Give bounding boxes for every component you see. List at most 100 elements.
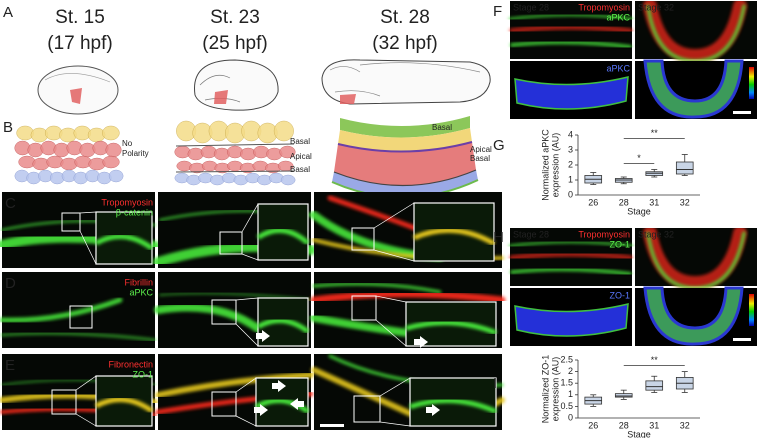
schematic-label: Basal [432,123,452,132]
significance-label: * [637,153,641,163]
roi [211,391,237,417]
stain-label: Tropomyosin [578,2,630,12]
intensity-map [514,76,629,110]
panel-label: I [493,375,497,392]
inset-signal [94,397,154,414]
panel-label: E [5,357,15,374]
zoom-line [79,230,97,265]
inset-signal [256,228,310,246]
stage-hpf: (17 hpf) [47,33,112,54]
signal [508,13,634,21]
signal [0,297,123,323]
cell [273,120,294,142]
signal [643,0,747,64]
x-axis-label: Stage [627,429,651,438]
roi [351,227,375,251]
stage-title: St. 15 [55,7,105,28]
y-axis-label: Normalized ZO-1 [540,355,550,424]
membrane [337,141,473,153]
roi [61,212,81,232]
schematic-label: Polarity [122,149,149,158]
significance-label: ** [651,128,659,138]
signal [327,195,423,233]
inset-signal [94,234,154,251]
intensity-map [643,59,744,119]
inset-signal [256,318,310,334]
stage-label: Stage 32 [638,2,674,12]
zoom-line [235,297,259,301]
zoom-line [379,421,411,427]
signal [510,40,632,49]
zoom-line [79,211,97,214]
inset-signal [405,320,497,336]
x-axis-label: Stage [627,206,651,216]
stain-label: aPKC [129,287,153,297]
intensity-map [514,303,629,337]
roi [211,299,237,325]
roi [51,389,77,415]
y-tick-label: 0 [568,189,573,199]
stage-label: Stage 28 [513,229,549,239]
images [0,0,757,430]
membrane [175,170,295,173]
y-axis-label: Normalized aPKC [540,129,550,201]
y-tick-label: 2.5 [560,354,573,364]
arrow [414,336,428,348]
panel-label: A [3,4,13,21]
arrow [256,330,270,342]
ribbon [332,170,478,197]
zoom-line [75,413,97,427]
y-tick-label: 3 [568,144,573,154]
stain-label: β-catenin [116,207,153,217]
embryo-region [340,94,356,104]
zoom-line [241,253,259,261]
stain-label: Fibrillin [124,277,153,287]
roi [351,295,377,321]
embryo [194,59,279,111]
signal [508,240,634,248]
stain-label: Fibronectin [108,359,153,369]
arrow [290,398,304,410]
signal [154,303,264,334]
y-tick-label: 1.5 [560,378,573,388]
stain-label: aPKC [606,12,630,22]
embryo [321,59,491,105]
panel-label: G [493,137,505,154]
x-tick-label: 32 [680,197,690,207]
stain-label: ZO-1 [609,239,630,249]
membrane [175,143,295,147]
zoom-line [241,203,259,233]
zoom-line [235,377,257,393]
panel-label: B [3,119,13,136]
schematic-label: Basal [470,154,490,163]
y-tick-label: 2 [568,366,573,376]
signal [510,267,632,276]
y-tick-label: 0 [568,412,573,422]
signal [509,24,633,34]
signal [509,251,633,261]
zoom-line [373,202,415,229]
cell [279,145,296,159]
y-tick-label: 0.5 [560,401,573,411]
ribbon [334,142,476,186]
scale-bar [733,338,751,341]
arrow [272,380,286,392]
colorbar [749,67,754,99]
stage-title: St. 23 [210,7,260,28]
colorbar [749,294,754,326]
inset-signal [409,398,498,414]
y-axis-label: expression (AU) [550,133,560,198]
cell [102,155,120,169]
schematic-label: Basal [290,137,310,146]
panel-label: C [5,195,16,212]
x-tick-label: 31 [649,197,659,207]
y-tick-label: 4 [568,129,573,139]
y-tick-label: 1 [568,174,573,184]
signal [155,372,314,398]
schematic-label: No [122,139,133,148]
box [614,393,633,398]
roi [353,395,381,423]
stain-label: ZO-1 [609,290,630,300]
cell [102,125,120,141]
